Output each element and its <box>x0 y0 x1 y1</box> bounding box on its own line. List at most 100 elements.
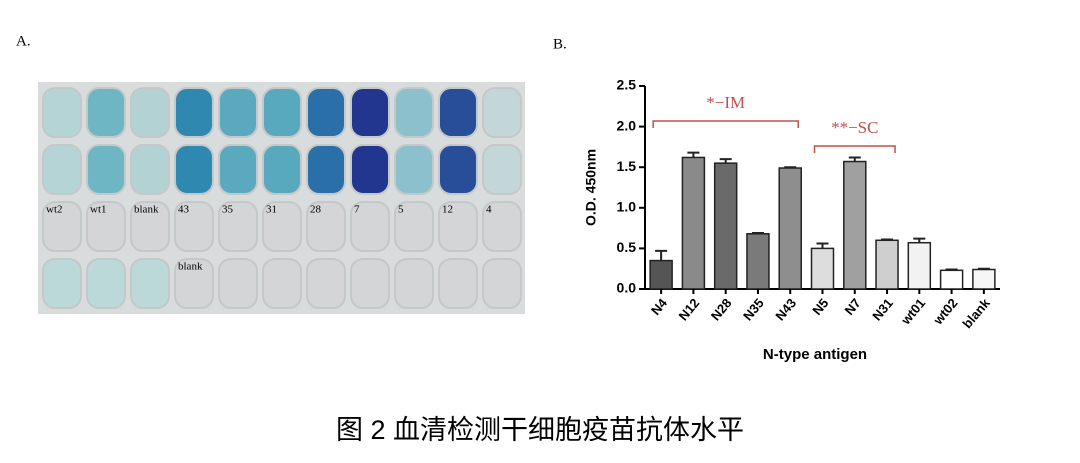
well <box>482 144 522 195</box>
well-label: 31 <box>266 204 277 216</box>
y-tick-label: 2.5 <box>617 77 637 93</box>
well <box>482 201 522 252</box>
well <box>306 201 346 252</box>
well-label: wt2 <box>46 204 63 216</box>
well-label: 4 <box>486 204 492 216</box>
well <box>482 87 522 138</box>
well <box>438 87 478 138</box>
y-tick-label: 2.0 <box>617 117 637 133</box>
panel-label: A. <box>16 33 31 49</box>
well <box>306 87 346 138</box>
well <box>130 201 170 252</box>
bar <box>681 156 706 290</box>
error-bar <box>687 151 700 158</box>
well <box>86 87 126 138</box>
error-bar <box>784 166 797 169</box>
well <box>262 258 302 309</box>
well <box>394 258 434 309</box>
x-tick-label: N12 <box>676 295 703 323</box>
error-bar <box>881 238 894 241</box>
well <box>130 144 170 195</box>
x-tick-label: N4 <box>648 295 671 318</box>
bar <box>939 269 964 290</box>
well-label: blank <box>178 261 203 273</box>
well <box>174 87 214 138</box>
error-bar <box>945 268 958 271</box>
well-label: 28 <box>310 204 322 216</box>
bar <box>972 268 996 290</box>
bar <box>649 259 673 290</box>
well <box>42 258 82 309</box>
annotation-bracket <box>652 120 799 128</box>
well-label: 5 <box>398 204 404 216</box>
well-label: 7 <box>354 204 360 216</box>
well <box>394 144 434 195</box>
x-tick-label: N43 <box>772 295 799 323</box>
x-tick-label: wt01 <box>898 295 929 328</box>
well-label: blank <box>134 204 159 216</box>
well <box>86 144 126 195</box>
well <box>42 201 82 252</box>
well-label: 12 <box>442 204 453 216</box>
well <box>306 258 346 309</box>
caption: 图 2 血清检测干细胞疫苗抗体水平 <box>336 415 744 445</box>
annotation: *−IM <box>706 93 745 112</box>
error-bar <box>848 156 861 162</box>
error-bar <box>719 158 732 164</box>
well <box>174 144 214 195</box>
x-tick-label: N5 <box>809 295 831 317</box>
well <box>350 258 390 309</box>
x-tick-label: wt02 <box>930 295 961 328</box>
y-tick-label: 0.0 <box>617 280 637 296</box>
x-tick-label: N7 <box>842 295 864 317</box>
error-bar <box>655 249 668 261</box>
well-label: 43 <box>178 204 190 216</box>
error-bar <box>977 267 990 270</box>
well <box>262 201 302 252</box>
bar <box>713 162 738 290</box>
x-tick-label: N28 <box>708 295 735 323</box>
y-tick-label: 1.0 <box>617 199 637 215</box>
well <box>218 87 258 138</box>
well <box>42 87 82 138</box>
well <box>42 144 82 195</box>
well <box>350 201 390 252</box>
bar <box>875 239 899 290</box>
well <box>394 87 434 138</box>
well <box>394 201 434 252</box>
bar <box>843 160 867 290</box>
well <box>438 144 478 195</box>
panel-label: B. <box>553 36 567 52</box>
well <box>262 144 302 195</box>
well <box>306 144 346 195</box>
x-axis-label: N-type antigen <box>763 346 867 363</box>
error-bar <box>913 237 926 243</box>
well <box>86 258 126 309</box>
bar <box>746 233 770 290</box>
y-axis-label: O.D. 450nm <box>583 149 599 226</box>
x-tick-label: N31 <box>869 295 896 323</box>
well <box>482 258 522 309</box>
well <box>438 258 478 309</box>
y-tick-label: 0.5 <box>617 239 637 255</box>
y-tick-label: 1.5 <box>617 158 637 174</box>
well-label: wt1 <box>90 204 107 216</box>
well <box>174 258 214 309</box>
well <box>130 87 170 138</box>
bar <box>810 247 835 290</box>
well <box>350 144 390 195</box>
well <box>438 201 478 252</box>
x-tick-label: blank <box>959 295 993 331</box>
well <box>262 87 302 138</box>
bar <box>907 241 932 290</box>
well <box>174 201 214 252</box>
well <box>86 201 126 252</box>
x-tick-label: N35 <box>740 295 767 323</box>
annotation: **−SC <box>831 118 878 137</box>
well-label: 35 <box>222 204 234 216</box>
well <box>218 258 258 309</box>
well <box>130 258 170 309</box>
error-bar <box>816 242 829 249</box>
bar <box>778 167 802 290</box>
